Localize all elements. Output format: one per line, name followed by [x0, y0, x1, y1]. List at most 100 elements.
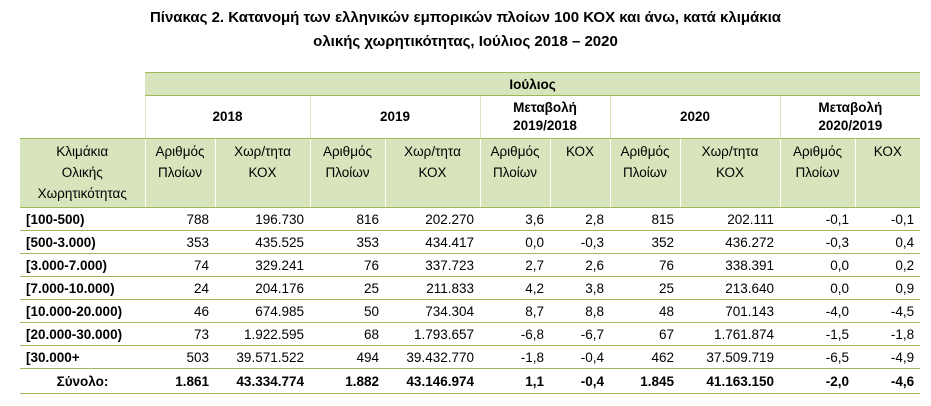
title-line: ολικής χωρητικότητας, Ιούλιος 2018 – 202…	[313, 33, 618, 50]
header-line: Ολικής	[61, 165, 103, 180]
cell: 816	[310, 207, 385, 231]
cell: 2,8	[550, 207, 610, 231]
title-line: Πίνακας 2. Κατανομή των ελληνικών εμπορι…	[149, 9, 782, 26]
header-line: 2019	[379, 109, 411, 124]
cell: 196.730	[215, 207, 310, 231]
header-row: Ιούλιος	[20, 72, 921, 96]
cell: 50	[310, 299, 385, 323]
table: Ιούλιος 2018 2019 Μεταβολή 2019/2018 2020 Μετα…	[20, 72, 921, 394]
header-line: Χωρ/τητα	[404, 144, 461, 159]
data-row: [3.000-7.000) 74 329.241 76 337.723 2,7 2,6 76 3…	[20, 253, 921, 277]
cell: 0,0	[780, 276, 855, 300]
cell: -4,9	[855, 345, 921, 369]
year-header: Μεταβολή 2020/2019	[779, 95, 921, 139]
total-cell: 1.861	[145, 368, 215, 394]
cell: 204.176	[215, 276, 310, 300]
sub-header: Αριθμός Πλοίων	[609, 138, 680, 208]
row-header: Κλιμάκια Ολικής Χωρητικότητας	[20, 138, 145, 208]
cell: -4,0	[780, 299, 855, 323]
cell: 0,4	[855, 230, 921, 254]
cell: 76	[610, 253, 680, 277]
header-line: Αριθμός	[490, 144, 540, 159]
total-cell: -2,0	[780, 368, 855, 394]
cell: 3,6	[480, 207, 550, 231]
cell: -0,3	[780, 230, 855, 254]
header-line: Χωρητικότητας	[37, 186, 127, 201]
cell: 8,8	[550, 299, 610, 323]
header-line: Πλοίων	[492, 165, 538, 180]
cell: -0,3	[550, 230, 610, 254]
header-line: Πλοίων	[325, 165, 370, 180]
cell: 503	[145, 345, 215, 369]
cell: 353	[310, 230, 385, 254]
cell: 337.723	[385, 253, 480, 277]
cell: 0,0	[480, 230, 550, 254]
cell: 25	[610, 276, 680, 300]
cell: 435.525	[215, 230, 310, 254]
total-cell: 1,1	[480, 368, 550, 394]
cell: 46	[145, 299, 215, 323]
header-line: Μεταβολή	[818, 100, 883, 115]
header-line: ΚΟΧ	[418, 165, 447, 180]
cell: 67	[610, 322, 680, 346]
cell: 434.417	[385, 230, 480, 254]
cell: 674.985	[215, 299, 310, 323]
data-row: [500-3.000) 353 435.525 353 434.417 0,0 -0,3 35…	[20, 230, 921, 254]
cell: 3,8	[550, 276, 610, 300]
cell: 202.111	[680, 207, 780, 231]
data-row: [30.000+ 503 39.571.522 494 39.432.770 -1,8 -0…	[20, 345, 921, 369]
group-header: Ιούλιος	[145, 72, 921, 96]
header-line: Πλοίων	[622, 165, 668, 180]
cell: 68	[310, 322, 385, 346]
cell: -1,8	[480, 345, 550, 369]
cell: 211.833	[385, 276, 480, 300]
sub-header: Χωρ/τητα ΚΟΧ	[214, 138, 310, 208]
sub-header: Αριθμός Πλοίων	[779, 138, 855, 208]
header-line: Πλοίων	[795, 165, 840, 180]
total-cell: 41.163.150	[680, 368, 780, 394]
cell: 0,0	[780, 253, 855, 277]
cell: 352	[610, 230, 680, 254]
header-line: Αριθμός	[793, 144, 842, 159]
total-cell: 43.146.974	[385, 368, 480, 394]
cell: 39.571.522	[215, 345, 310, 369]
cell: 436.272	[680, 230, 780, 254]
header-line: Αριθμός	[323, 144, 372, 159]
cell: 494	[310, 345, 385, 369]
header-line: Κλιμάκια	[56, 144, 109, 159]
total-label: Σύνολο:	[20, 368, 145, 394]
cell: 25	[310, 276, 385, 300]
cell: 2,6	[550, 253, 610, 277]
cell: 202.270	[385, 207, 480, 231]
header-line: ΚΟΧ	[248, 165, 277, 180]
cell: 8,7	[480, 299, 550, 323]
year-header: Μεταβολή 2019/2018	[479, 95, 610, 139]
cell: 74	[145, 253, 215, 277]
cell: 76	[310, 253, 385, 277]
total-cell: 1.882	[310, 368, 385, 394]
cell: 788	[145, 207, 215, 231]
total-cell: 43.334.774	[215, 368, 310, 394]
total-cell: -4,6	[855, 368, 921, 394]
sub-header: Αριθμός Πλοίων	[479, 138, 550, 208]
cell: -4,5	[855, 299, 921, 323]
cell: 2,7	[480, 253, 550, 277]
sub-header: Χωρ/τητα ΚΟΧ	[384, 138, 480, 208]
cell: 37.509.719	[680, 345, 780, 369]
row-label: [7.000-10.000)	[20, 276, 145, 300]
cell: -6,8	[480, 322, 550, 346]
sub-header: Αριθμός Πλοίων	[309, 138, 385, 208]
cell: -0,1	[855, 207, 921, 231]
year-header: 2018	[144, 95, 310, 139]
cell: 0,2	[855, 253, 921, 277]
row-label: [30.000+	[20, 345, 145, 369]
sub-header: Αριθμός Πλοίων	[144, 138, 215, 208]
data-row: [20.000-30.000) 73 1.922.595 68 1.793.657 -6,…	[20, 322, 921, 346]
cell: 338.391	[680, 253, 780, 277]
row-label: [500-3.000)	[20, 230, 145, 254]
header-line: Χωρ/τητα	[701, 144, 759, 159]
blank-cell	[20, 95, 145, 139]
cell: -6,5	[780, 345, 855, 369]
cell: 1.761.874	[680, 322, 780, 346]
